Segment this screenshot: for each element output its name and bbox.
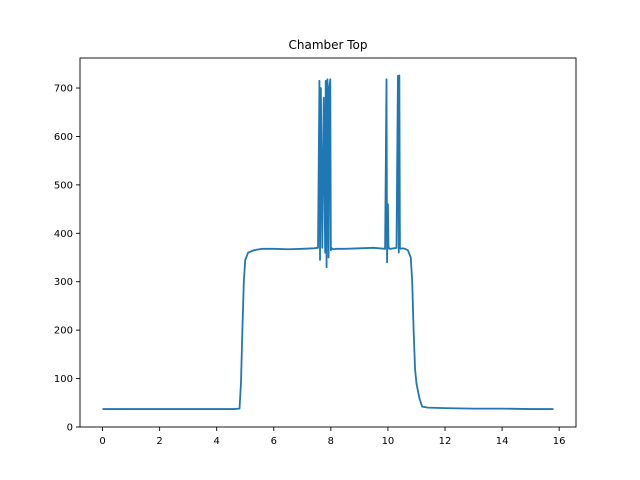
x-tick-label: 2 bbox=[156, 436, 162, 447]
x-tick-label: 8 bbox=[328, 436, 334, 447]
chart-title: Chamber Top bbox=[288, 38, 367, 52]
y-tick-label: 300 bbox=[54, 277, 73, 288]
x-tick-label: 4 bbox=[214, 436, 220, 447]
y-axis-ticks: 0 100 200 300 400 500 600 700 bbox=[54, 84, 80, 434]
x-tick-label: 10 bbox=[382, 436, 395, 447]
y-tick-label: 400 bbox=[54, 229, 73, 240]
y-tick-label: 500 bbox=[54, 180, 73, 191]
y-tick-label: 100 bbox=[54, 374, 73, 385]
x-axis-ticks: 0 2 4 6 8 10 12 14 16 bbox=[99, 427, 566, 447]
y-tick-label: 200 bbox=[54, 326, 73, 337]
x-tick-label: 16 bbox=[553, 436, 566, 447]
series-line bbox=[102, 74, 554, 410]
y-tick-label: 600 bbox=[54, 132, 73, 143]
x-tick-label: 12 bbox=[439, 436, 452, 447]
y-tick-label: 0 bbox=[67, 423, 73, 434]
plot-area-frame bbox=[79, 57, 577, 428]
x-tick-label: 0 bbox=[99, 436, 105, 447]
x-tick-label: 6 bbox=[271, 436, 277, 447]
x-tick-label: 14 bbox=[496, 436, 509, 447]
y-tick-label: 700 bbox=[54, 84, 73, 95]
